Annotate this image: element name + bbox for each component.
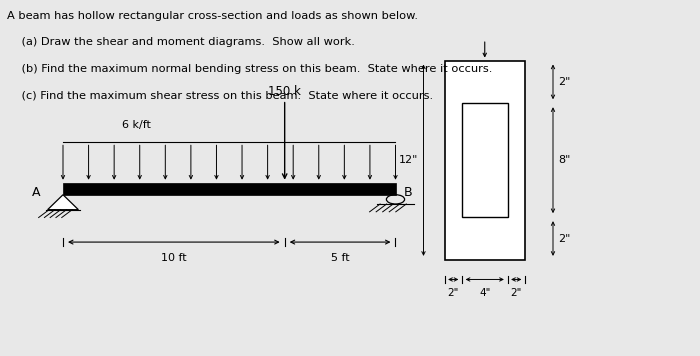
Text: 2": 2" (559, 77, 571, 87)
Text: 6 k/ft: 6 k/ft (122, 120, 151, 130)
Bar (63, 183, 396, 195)
Text: 2": 2" (510, 288, 522, 298)
Text: 4": 4" (479, 288, 491, 298)
Text: A: A (32, 187, 41, 199)
Bar (462, 103, 507, 217)
Polygon shape (48, 195, 78, 210)
Bar (444, 61, 525, 260)
Text: 2": 2" (447, 288, 459, 298)
Text: B: B (404, 187, 412, 199)
Text: 10 ft: 10 ft (161, 253, 187, 263)
Text: (b) Find the maximum normal bending stress on this beam.  State where it occurs.: (b) Find the maximum normal bending stre… (7, 64, 492, 74)
Text: (c) Find the maximum shear stress on this beam.  State where it occurs.: (c) Find the maximum shear stress on thi… (7, 91, 433, 101)
Text: A beam has hollow rectangular cross-section and loads as shown below.: A beam has hollow rectangular cross-sect… (7, 11, 418, 21)
Text: 2": 2" (559, 234, 571, 244)
Text: 8": 8" (559, 155, 571, 165)
Text: 5 ft: 5 ft (331, 253, 349, 263)
Text: (a) Draw the shear and moment diagrams.  Show all work.: (a) Draw the shear and moment diagrams. … (7, 37, 355, 47)
Text: 12": 12" (398, 155, 418, 165)
Text: 150 k: 150 k (268, 85, 301, 98)
